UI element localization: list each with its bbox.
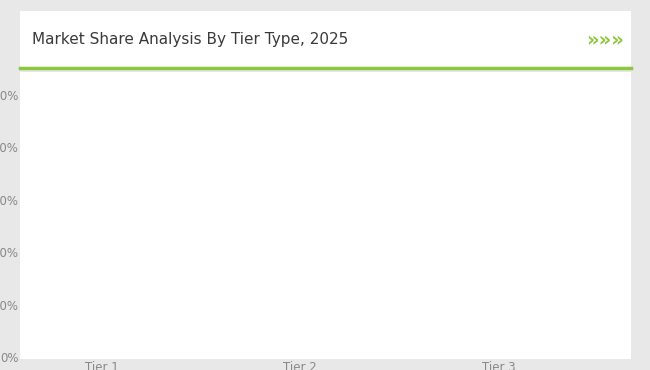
Text: »»»: »»» — [586, 30, 624, 49]
Bar — [258, 179, 343, 265]
Bar — [60, 265, 144, 357]
Bar — [456, 95, 541, 174]
Text: Market Share Analysis By Tier Type, 2025: Market Share Analysis By Tier Type, 2025 — [32, 32, 349, 47]
